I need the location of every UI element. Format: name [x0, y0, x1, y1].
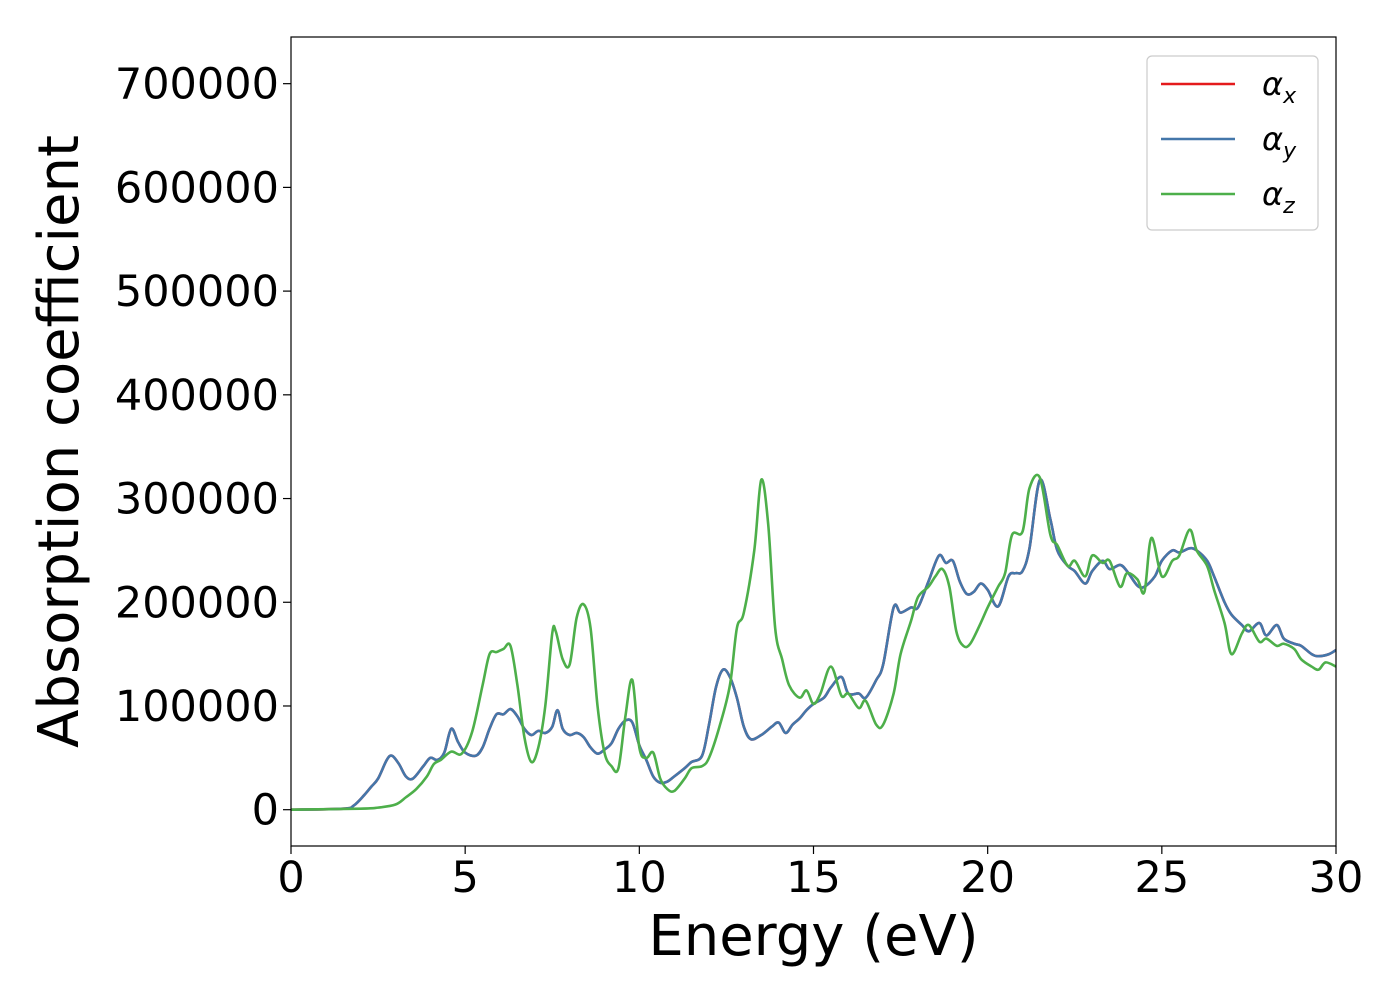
y-tick-label: 600000: [115, 163, 279, 213]
y-tick-label: 100000: [115, 682, 279, 732]
x-axis-label: Energy (eV): [648, 904, 978, 969]
x-tick-label: 25: [1134, 853, 1189, 903]
y-axis-label: Absorption coefficient: [27, 135, 92, 748]
series-line-z: [291, 473, 1336, 811]
y-tick-label: 200000: [115, 578, 279, 628]
series-line-y: [291, 478, 1336, 811]
x-tick-label: 20: [960, 853, 1015, 903]
x-tick-label: 30: [1309, 853, 1364, 903]
legend-label-y: αy: [1262, 120, 1297, 164]
y-axis: 0 100000 200000 300000 400000 500000 600000 700…: [115, 60, 291, 836]
y-tick-label: 700000: [115, 60, 279, 110]
x-tick-label: 5: [451, 853, 478, 903]
legend-box: [1146, 55, 1319, 231]
y-tick-label: 0: [252, 786, 279, 836]
y-tick-label: 500000: [115, 267, 279, 317]
y-tick-label: 300000: [115, 475, 279, 525]
x-axis: 0 5 10 15 20 25 30: [277, 846, 1363, 903]
legend-label-z: αz: [1262, 175, 1295, 219]
x-tick-label: 15: [786, 853, 841, 903]
x-tick-label: 10: [612, 853, 667, 903]
y-tick-label: 400000: [115, 371, 279, 421]
legend: αx αy αz: [1146, 55, 1319, 231]
x-tick-label: 0: [277, 853, 304, 903]
series-lines: [291, 473, 1336, 811]
legend-label-x: αx: [1262, 65, 1297, 109]
